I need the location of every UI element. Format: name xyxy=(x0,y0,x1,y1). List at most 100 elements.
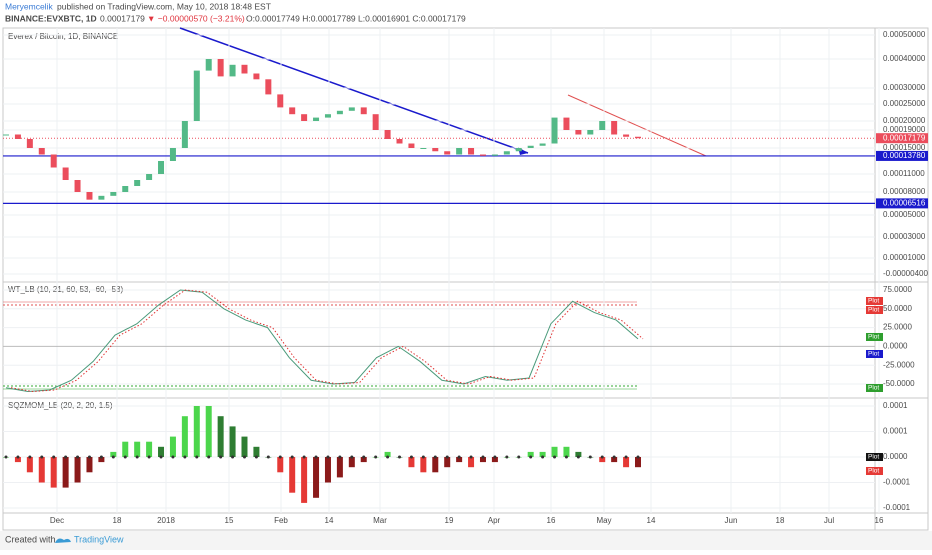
ohlc: O:0.00017749 H:0.00017789 L:0.00016901 C… xyxy=(246,13,466,23)
plot-badge xyxy=(866,306,883,314)
plot-badge xyxy=(866,453,883,461)
y-tick-label: 0.00015000 xyxy=(883,143,926,152)
candle xyxy=(241,64,248,74)
momentum-bar xyxy=(444,457,451,468)
squeeze-dot xyxy=(481,455,485,459)
momentum-bar xyxy=(253,446,260,457)
squeeze-dot xyxy=(374,455,378,459)
trend-line xyxy=(179,27,529,154)
momentum-bar xyxy=(86,457,93,473)
plot-badge xyxy=(866,333,883,341)
candle xyxy=(98,195,105,200)
squeeze-dot xyxy=(493,455,497,459)
momentum-bar xyxy=(635,457,641,468)
candle xyxy=(587,130,594,135)
plot-label: Plot xyxy=(868,385,879,392)
squeeze-dot xyxy=(147,455,151,459)
plot-badge xyxy=(866,384,883,392)
candle xyxy=(277,94,284,108)
squeeze-dot xyxy=(231,455,235,459)
momentum-bar xyxy=(408,457,415,468)
y-tick-label: 50.0000 xyxy=(883,304,912,313)
squeeze-dot xyxy=(28,455,32,459)
squeeze-dot xyxy=(350,455,354,459)
squeeze-dot xyxy=(409,455,413,459)
candle xyxy=(420,148,427,149)
candle xyxy=(217,59,224,77)
momentum-bar xyxy=(205,406,212,457)
x-tick-label: 14 xyxy=(647,516,656,525)
squeeze-dot xyxy=(362,455,366,459)
footer-brand[interactable]: TradingView xyxy=(74,534,124,544)
candle xyxy=(169,148,176,161)
momentum-bar xyxy=(575,451,582,457)
squeeze-dot xyxy=(266,455,270,459)
candle xyxy=(324,114,331,118)
y-tick-label: -0.0001 xyxy=(883,478,911,487)
squeeze-dot xyxy=(386,455,390,459)
plot-label: Plot xyxy=(868,307,879,314)
momentum-bar xyxy=(62,457,69,488)
squeeze-dot xyxy=(242,455,246,459)
squeeze-dot xyxy=(111,455,115,459)
momentum-bar xyxy=(158,446,165,457)
squeeze-dot xyxy=(338,455,342,459)
squeeze-dot xyxy=(505,455,509,459)
plot-label: Plot xyxy=(868,454,879,461)
momentum-bar xyxy=(491,457,498,463)
x-tick-label: 14 xyxy=(325,516,334,525)
change: ▼ −0.00000570 (−3.21%) xyxy=(147,13,245,23)
candle xyxy=(110,192,117,196)
squeeze-dot xyxy=(529,455,533,459)
candle xyxy=(313,117,320,121)
logo xyxy=(55,538,71,543)
squeeze-dot xyxy=(16,455,20,459)
momentum-bar xyxy=(193,406,200,457)
candle xyxy=(432,148,439,152)
y-tick-label: 0.0000 xyxy=(883,342,908,351)
x-tick-label: 18 xyxy=(776,516,785,525)
candle xyxy=(62,167,69,180)
plot-badge xyxy=(866,350,883,358)
momentum-bar xyxy=(420,457,427,473)
momentum-bar xyxy=(432,457,439,473)
momentum-bar xyxy=(241,436,248,457)
plot-badge xyxy=(866,467,883,475)
candle xyxy=(635,136,641,139)
footer-created: Created with xyxy=(5,534,56,544)
plot-label: Plot xyxy=(868,334,879,341)
squeeze-dot xyxy=(600,455,604,459)
squeeze-dot xyxy=(541,455,545,459)
y-tick-label: 0.00008000 xyxy=(883,187,926,196)
footer-bar xyxy=(0,531,932,550)
momentum-bar xyxy=(50,457,57,488)
level-badge xyxy=(876,150,928,161)
squeeze-dot xyxy=(183,455,187,459)
momentum-bar xyxy=(599,457,606,463)
x-tick-label: 19 xyxy=(445,516,454,525)
level-label: 0.00006516 xyxy=(883,198,926,207)
candle xyxy=(3,134,9,136)
momentum-bar xyxy=(623,457,630,468)
momentum-bar xyxy=(26,457,33,473)
author[interactable]: Meryemcelik xyxy=(5,1,53,11)
candle xyxy=(348,107,355,111)
candle xyxy=(38,148,45,155)
x-tick-label: Jul xyxy=(824,516,834,525)
momentum-bar xyxy=(611,457,618,463)
candle xyxy=(229,64,236,77)
x-tick-label: 16 xyxy=(875,516,884,525)
momentum-bar xyxy=(169,436,176,457)
plot-label: Plot xyxy=(868,298,879,305)
momentum-bar xyxy=(134,441,141,457)
x-tick-label: 15 xyxy=(225,516,234,525)
candle xyxy=(491,154,498,156)
candle xyxy=(503,151,510,155)
momentum-bar xyxy=(456,457,463,463)
last: 0.00017179 xyxy=(100,13,145,23)
squeeze-dot xyxy=(469,455,473,459)
y-tick-label: 0.00025000 xyxy=(883,99,926,108)
squeeze-dot xyxy=(135,455,139,459)
candle xyxy=(539,143,546,146)
